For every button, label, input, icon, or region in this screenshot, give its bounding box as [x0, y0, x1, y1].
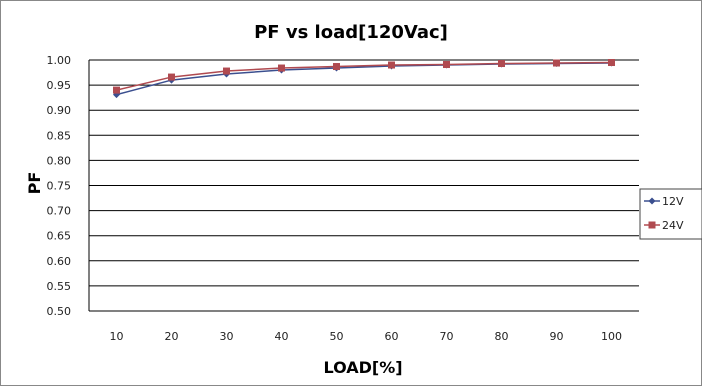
legend-label: 12V	[662, 195, 684, 208]
y-tick-label: 0.50	[47, 305, 72, 318]
y-tick-label: 0.70	[47, 205, 72, 218]
y-tick-label: 0.90	[47, 104, 72, 117]
x-tick-label: 50	[330, 330, 344, 343]
data-point	[333, 63, 340, 71]
y-tick-label: 0.85	[47, 129, 72, 142]
x-tick-label: 30	[220, 330, 234, 343]
data-point	[168, 73, 175, 81]
legend-marker	[648, 197, 656, 205]
legend: 12V 24V	[639, 188, 702, 240]
data-point	[388, 61, 395, 69]
data-point	[278, 64, 285, 72]
data-point	[608, 59, 615, 67]
x-tick-label: 60	[385, 330, 399, 343]
data-point	[113, 86, 120, 94]
y-tick-labels: 0.50 0.55 0.60 0.65 0.70 0.75 0.80 0.85 0.90 0.95…	[47, 54, 72, 318]
y-tick-label: 1.00	[47, 54, 72, 67]
y-tick-label: 0.60	[47, 255, 72, 268]
x-tick-labels: 10 20 30 40 50 60 70 80 90 100	[110, 330, 623, 343]
y-tick-label: 0.75	[47, 180, 72, 193]
y-tick-label: 0.80	[47, 154, 72, 167]
series-layer	[113, 59, 615, 99]
x-tick-label: 70	[440, 330, 454, 343]
chart-title: PF vs load[120Vac]	[254, 22, 448, 43]
x-tick-label: 100	[601, 330, 622, 343]
series-24V	[113, 59, 615, 94]
legend-item: 24V	[644, 219, 684, 232]
legend-box	[639, 188, 702, 240]
data-point	[223, 67, 230, 75]
x-tick-label: 80	[495, 330, 509, 343]
legend-marker	[648, 221, 656, 229]
x-tick-label: 90	[550, 330, 564, 343]
data-point	[498, 60, 505, 68]
series-line	[116, 61, 612, 91]
y-tick-label: 0.65	[47, 230, 72, 243]
legend-item: 12V	[644, 195, 684, 208]
y-tick-label: 0.55	[47, 280, 72, 293]
grid-lines	[88, 59, 639, 312]
legend-label: 24V	[662, 219, 684, 232]
x-axis-title: LOAD[%]	[323, 358, 402, 377]
y-tick-label: 0.95	[47, 79, 72, 92]
data-point	[553, 59, 560, 67]
x-tick-label: 40	[275, 330, 289, 343]
x-tick-label: 10	[110, 330, 124, 343]
data-point	[443, 61, 450, 69]
y-axis-title: PF	[25, 172, 44, 195]
x-tick-label: 20	[165, 330, 179, 343]
